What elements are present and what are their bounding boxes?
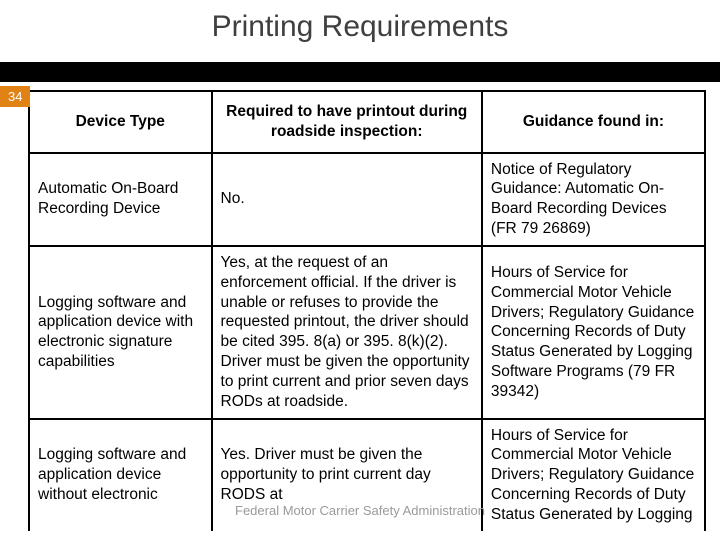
table-row: Logging software and application device … [29, 419, 705, 531]
cell-guidance: Notice of Regulatory Guidance: Automatic… [482, 153, 705, 246]
page-title: Printing Requirements [0, 0, 720, 62]
cell-printout: No. [212, 153, 482, 246]
page-number-badge: 34 [0, 86, 30, 107]
cell-device-type: Logging software and application device … [29, 246, 212, 419]
table-row: Logging software and application device … [29, 246, 705, 419]
cell-device-type: Logging software and application device … [29, 419, 212, 531]
cell-guidance: Hours of Service for Commercial Motor Ve… [482, 246, 705, 419]
cell-printout: Yes. Driver must be given the opportunit… [212, 419, 482, 531]
col-header-guidance: Guidance found in: [482, 91, 705, 153]
content-area: Device Type Required to have printout du… [0, 82, 720, 531]
cell-device-type: Automatic On-Board Recording Device [29, 153, 212, 246]
table-row: Automatic On-Board Recording Device No. … [29, 153, 705, 246]
col-header-device-type: Device Type [29, 91, 212, 153]
requirements-table: Device Type Required to have printout du… [28, 90, 706, 531]
table-header-row: Device Type Required to have printout du… [29, 91, 705, 153]
cell-guidance: Hours of Service for Commercial Motor Ve… [482, 419, 705, 531]
col-header-printout: Required to have printout during roadsid… [212, 91, 482, 153]
cell-printout: Yes, at the request of an enforcement of… [212, 246, 482, 419]
divider-bar [0, 62, 720, 82]
